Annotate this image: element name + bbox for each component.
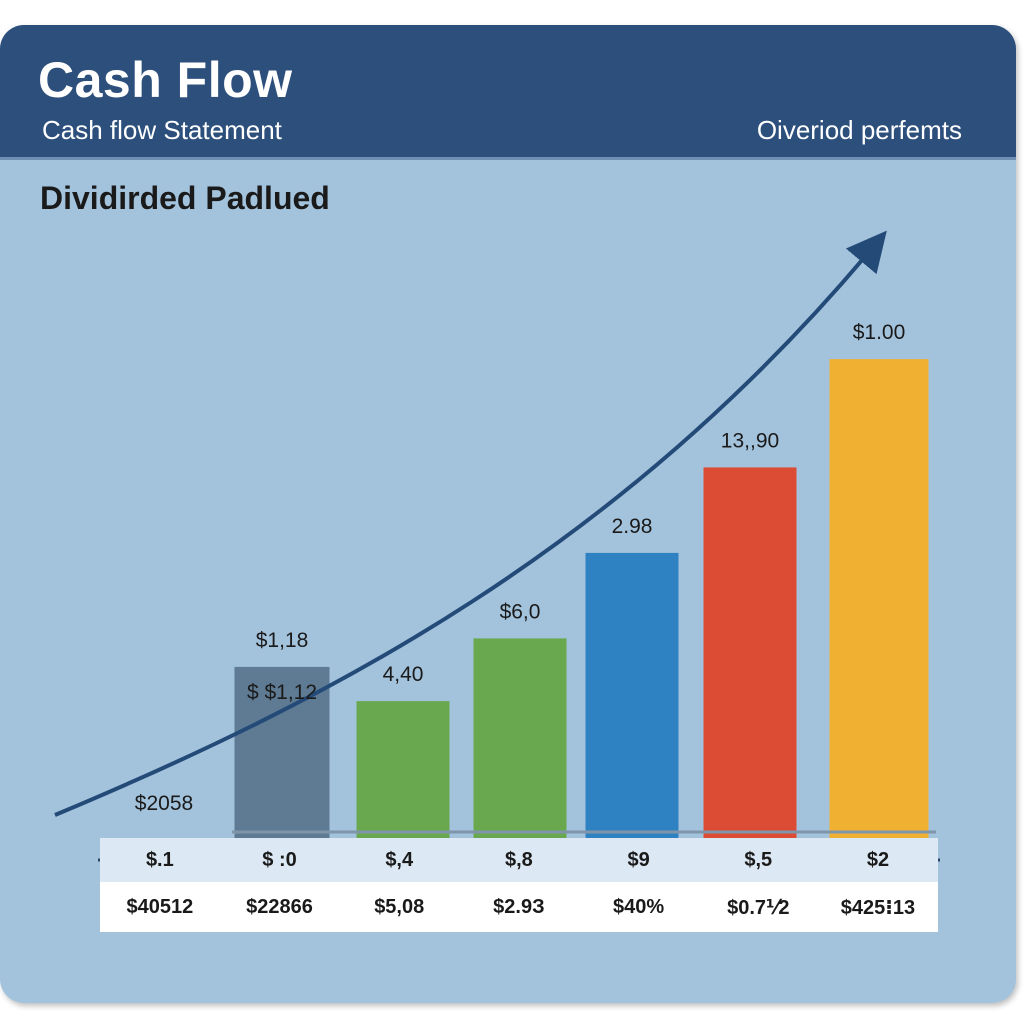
header-right-label: Oiveriod perfemts — [756, 115, 962, 145]
table-cell: $2 — [866, 848, 890, 871]
bar-2 — [234, 666, 330, 855]
table-cell: $9 — [627, 848, 650, 871]
header-bar: Cash Flow Cash flow Statement Oiveriod p… — [0, 25, 1016, 160]
inner-label-2: $ $1,12 — [247, 681, 317, 704]
table-cell: $,5 — [744, 848, 773, 871]
data-label-7: $1.00 — [853, 321, 906, 344]
table-cell: $40% — [613, 895, 665, 918]
bar-6 — [703, 467, 797, 855]
data-label-4: $6,0 — [500, 600, 541, 623]
data-label-1: $2058 — [135, 792, 193, 815]
chart-title: Dividirded Padlued — [40, 180, 330, 216]
bar-7 — [829, 359, 929, 855]
data-label-5: 2.98 — [612, 515, 653, 538]
data-label-2: $1,18 — [256, 629, 309, 652]
table-row: $40512 $22866 $5,08 $2.9З $40% $0.7⅟2 $425⁝13 — [100, 882, 938, 932]
bar-3 — [356, 701, 450, 855]
data-table: $.1 $ :0 $,4 $,8 $9 $,5 $2 $40512 $22866 $5,08 $2… — [100, 838, 938, 932]
page-title: Cash Flow — [38, 52, 293, 108]
table-cell: $22866 — [246, 895, 313, 918]
bar-5 — [585, 552, 679, 855]
page-subtitle: Cash flow Statement — [42, 115, 282, 145]
table-cell: $5,08 — [374, 895, 425, 918]
data-label-3: 4,40 — [383, 663, 424, 686]
data-label-6: 13,,90 — [721, 429, 779, 452]
trend-arrow — [54, 230, 887, 817]
table-cell: $2.9З — [493, 895, 545, 918]
table-cell: $0.7⅟2 — [727, 896, 790, 919]
table-cell: $ :0 — [262, 848, 297, 871]
table-cell: $425⁝13 — [840, 896, 916, 919]
table-row: $.1 $ :0 $,4 $,8 $9 $,5 $2 — [100, 838, 938, 882]
table-cell: $.1 — [145, 848, 174, 871]
table-cell: $40512 — [126, 895, 194, 918]
table-cell: $,4 — [385, 848, 414, 871]
bar-4 — [473, 638, 567, 855]
table-cell: $,8 — [505, 848, 533, 871]
